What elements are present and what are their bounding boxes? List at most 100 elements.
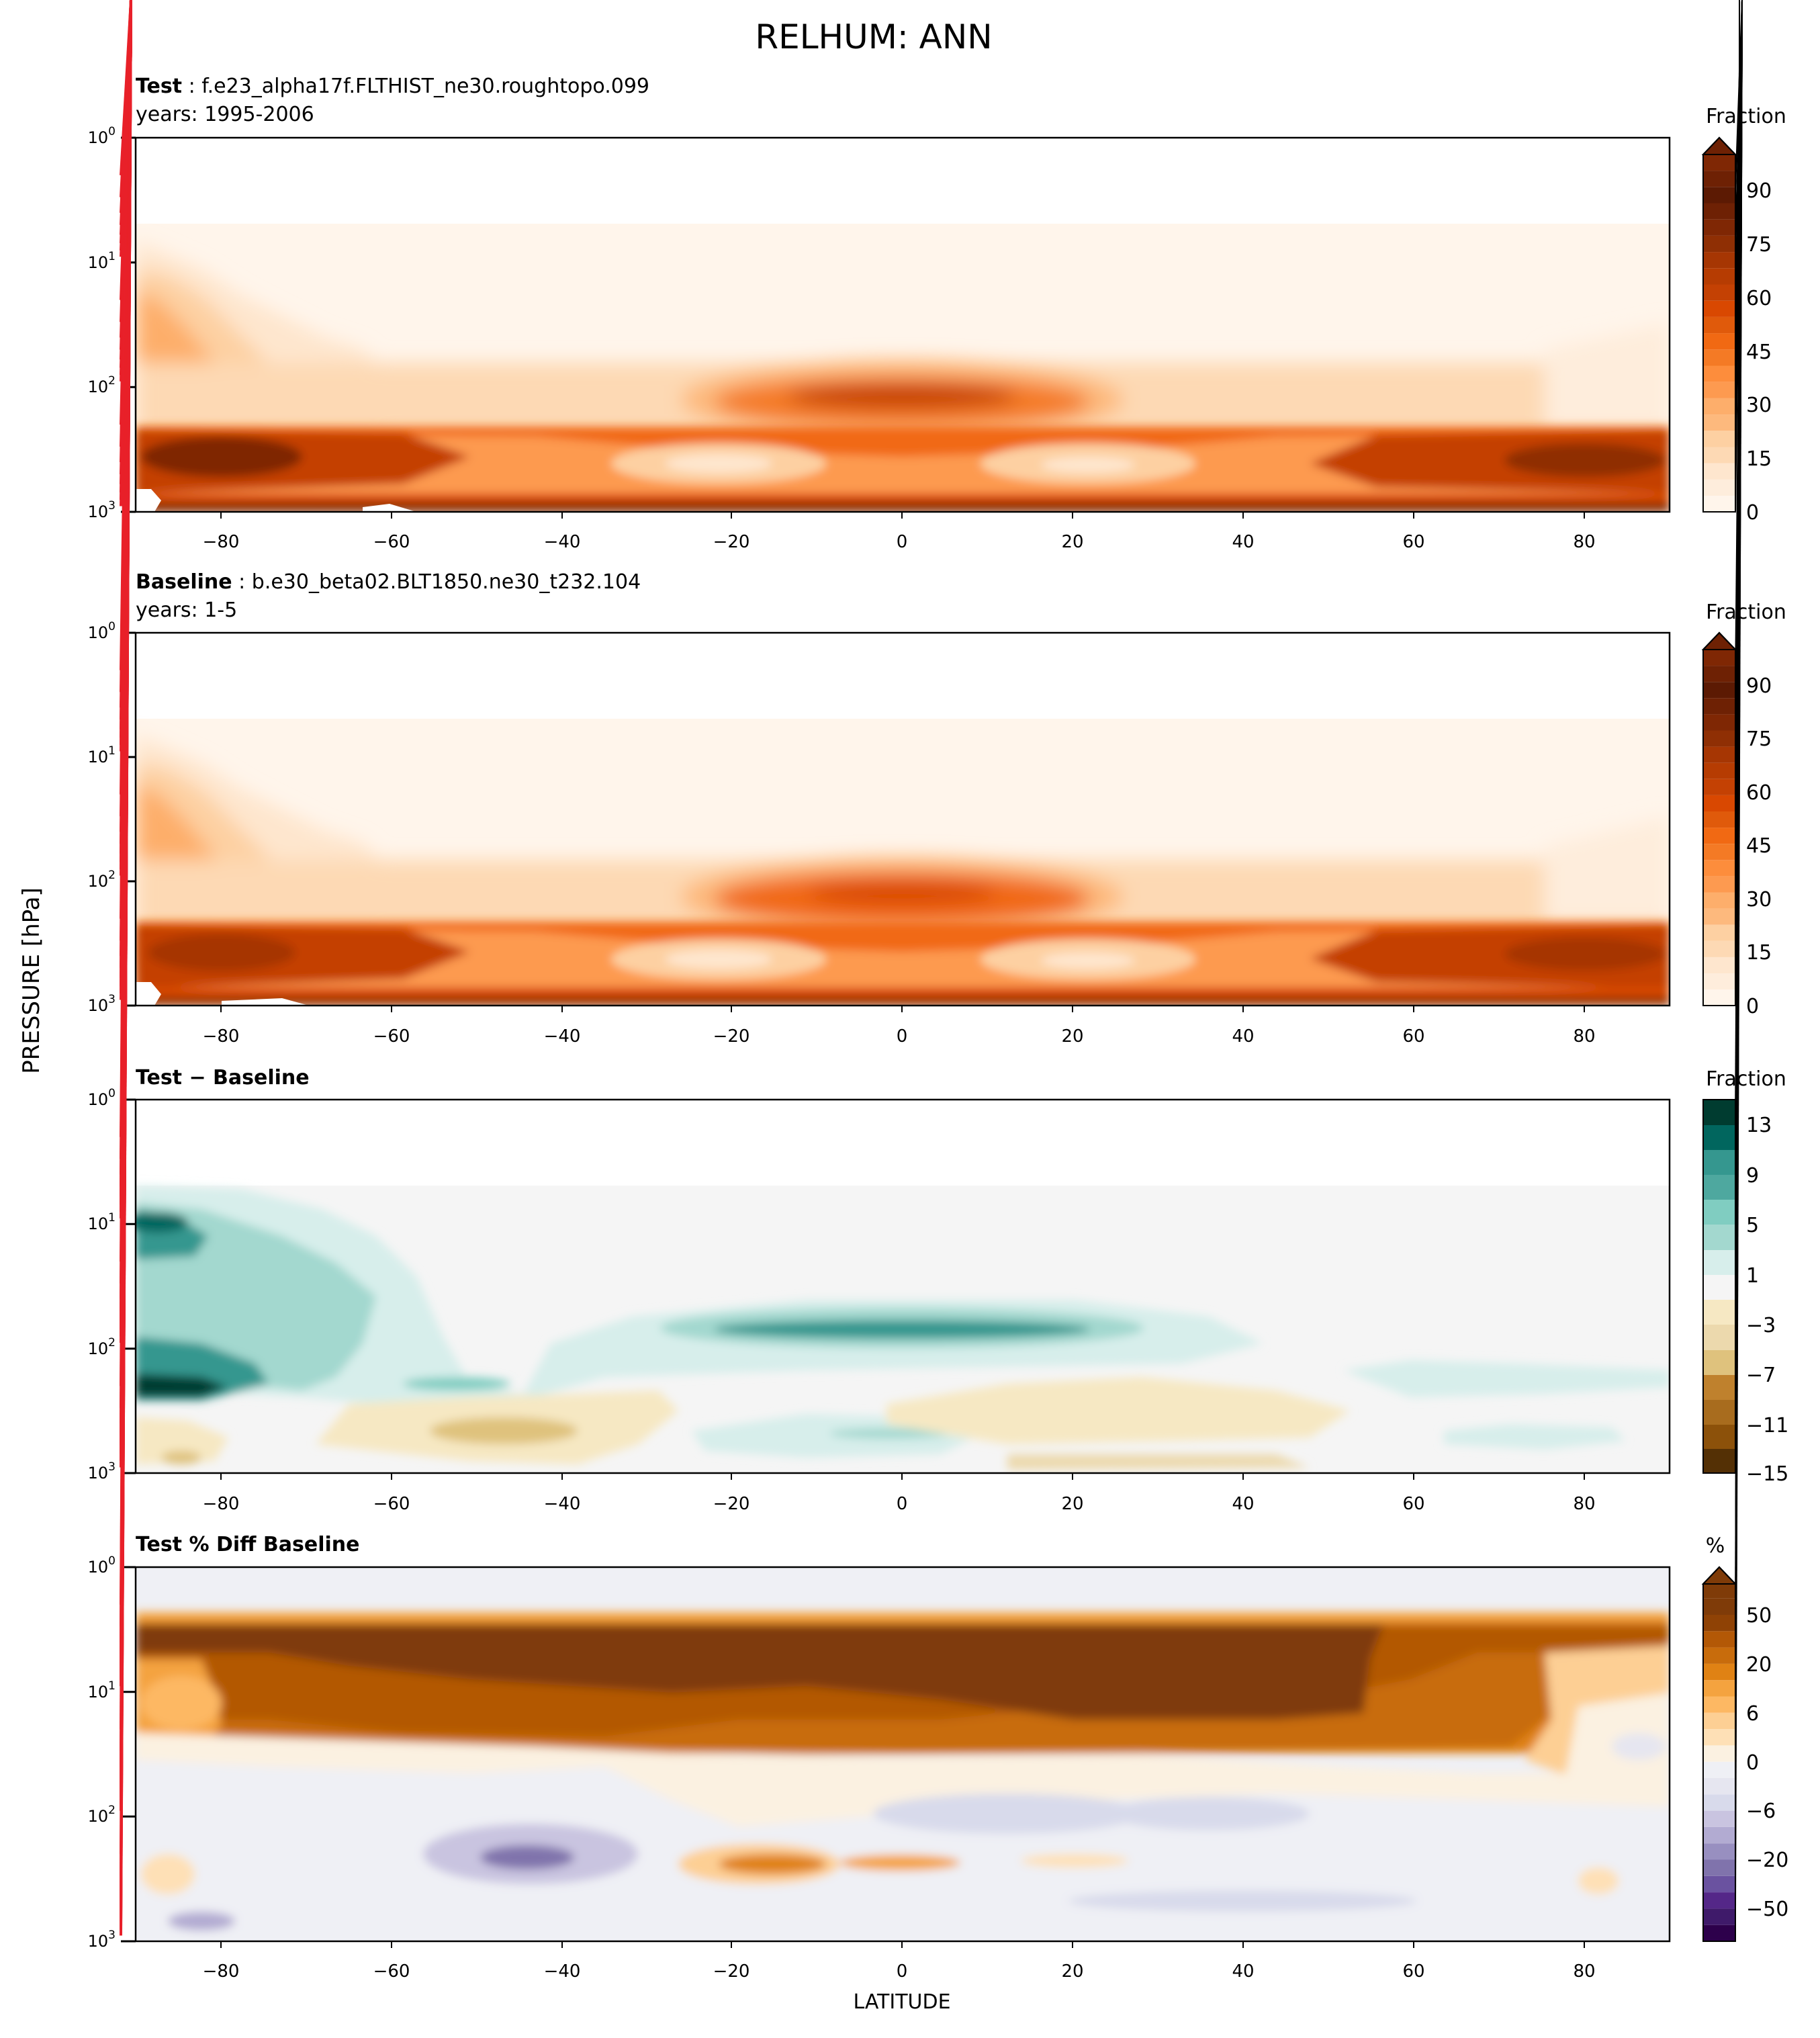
x-tick-label: 80 bbox=[1573, 1961, 1595, 1982]
x-tick-label: −40 bbox=[544, 532, 581, 552]
colorbar-tick: −15 bbox=[1746, 1462, 1788, 1486]
x-tick-label: −20 bbox=[713, 1026, 750, 1047]
x-tick-label: 20 bbox=[1061, 1026, 1083, 1047]
x-tick-label: −40 bbox=[544, 1494, 581, 1514]
x-tick-label: −60 bbox=[373, 532, 410, 552]
colorbar-tick: −11 bbox=[1746, 1414, 1788, 1437]
y-tick-label: 102 bbox=[88, 1336, 116, 1358]
colorbar-tick: 75 bbox=[1746, 727, 1772, 751]
x-tick-label: −20 bbox=[713, 532, 750, 552]
y-tick-base: 10 bbox=[88, 1464, 109, 1482]
y-tick-label: 103 bbox=[88, 1460, 116, 1482]
panel-title: Test − Baseline bbox=[136, 1066, 310, 1090]
y-tick-exponent: 0 bbox=[108, 1087, 116, 1100]
panel-pctdiff: Test % Diff Baseline bbox=[88, 0, 1788, 1982]
y-tick-label: 102 bbox=[88, 374, 116, 396]
y-tick-exponent: 1 bbox=[108, 1211, 116, 1225]
y-minor-ticks bbox=[120, 0, 132, 1936]
colorbar-tick: 6 bbox=[1746, 1702, 1759, 1726]
colorbar-label: % bbox=[1706, 1534, 1725, 1558]
y-tick-label: 101 bbox=[88, 744, 116, 766]
y-tick-base: 10 bbox=[88, 502, 109, 521]
y-tick-label: 101 bbox=[88, 1679, 116, 1701]
colorbar-tick: −3 bbox=[1746, 1314, 1776, 1337]
y-tick-label: 100 bbox=[88, 1087, 116, 1109]
y-tick-label: 102 bbox=[88, 869, 116, 891]
y-tick-label: 102 bbox=[88, 1804, 116, 1826]
figure-title: RELHUM: ANN bbox=[755, 17, 992, 56]
panel-title: Test % Diff Baseline bbox=[136, 1533, 360, 1556]
y-tick-exponent: 3 bbox=[108, 1460, 116, 1474]
x-tick-label: 80 bbox=[1573, 532, 1595, 552]
y-tick-exponent: 2 bbox=[108, 1804, 116, 1817]
colorbar-tick: 15 bbox=[1746, 941, 1772, 965]
colorbar-tick: 75 bbox=[1746, 233, 1772, 257]
y-tick-exponent: 0 bbox=[108, 1554, 116, 1568]
y-tick-exponent: 1 bbox=[108, 250, 116, 263]
y-tick-exponent: 2 bbox=[108, 869, 116, 882]
colorbar-tick: 45 bbox=[1746, 834, 1772, 858]
y-tick-base: 10 bbox=[88, 1090, 109, 1109]
colorbar-tick: 50 bbox=[1746, 1604, 1772, 1628]
colorbar-tick: 15 bbox=[1746, 447, 1772, 471]
y-tick-label: 100 bbox=[88, 1554, 116, 1577]
x-tick-label: 0 bbox=[897, 532, 908, 552]
x-tick-label: 40 bbox=[1232, 532, 1254, 552]
colorbar-bands bbox=[1703, 1100, 1735, 1473]
contour-field bbox=[136, 633, 1670, 1006]
y-tick-label: 101 bbox=[88, 1211, 116, 1233]
colorbar-bands bbox=[1703, 650, 1735, 1006]
x-axis-label: LATITUDE bbox=[853, 1990, 950, 2014]
y-tick-base: 10 bbox=[88, 996, 109, 1015]
colorbar-tick: 0 bbox=[1746, 1751, 1759, 1775]
x-axis: −80 −60 −40 −20 0 20 40 60 80 bbox=[203, 1941, 1596, 1982]
y-tick-exponent: 2 bbox=[108, 1336, 116, 1349]
colorbar-pctdiff: % 50 20 6 0 −6 −20 −50 bbox=[1701, 0, 1788, 1942]
colorbar-diff: Fraction 13 9 5 1 −3 −7 −11 −15 bbox=[1702, 0, 1788, 1486]
x-tick-label: −80 bbox=[203, 1494, 240, 1514]
y-tick-base: 10 bbox=[88, 128, 109, 147]
colorbar-tick: 45 bbox=[1746, 341, 1772, 364]
colorbar-label: Fraction bbox=[1706, 1067, 1786, 1091]
colorbar-extend-arrow bbox=[1701, 1566, 1737, 1585]
x-tick-label: 20 bbox=[1061, 532, 1083, 552]
x-tick-label: −80 bbox=[203, 1961, 240, 1982]
colorbar-tick: 30 bbox=[1746, 888, 1772, 912]
y-tick-label: 103 bbox=[88, 499, 116, 521]
colorbar-tick: 9 bbox=[1746, 1164, 1759, 1188]
y-tick-base: 10 bbox=[88, 1214, 109, 1233]
x-tick-label: −20 bbox=[713, 1494, 750, 1514]
colorbar-tick: −50 bbox=[1746, 1898, 1788, 1921]
colorbar-test: Fraction 90 75 60 45 30 15 0 bbox=[1701, 0, 1786, 525]
y-axis: 100 101 102 103 bbox=[88, 0, 136, 1951]
colorbar-tick: 30 bbox=[1746, 394, 1772, 417]
panel-subtitle: years: 1-5 bbox=[136, 599, 237, 622]
x-tick-label: −20 bbox=[713, 1961, 750, 1982]
y-tick-base: 10 bbox=[88, 378, 109, 396]
y-tick-base: 10 bbox=[88, 1339, 109, 1358]
y-tick-label: 100 bbox=[88, 620, 116, 642]
x-axis: −80 −60 −40 −20 0 20 40 60 80 bbox=[203, 1006, 1596, 1047]
y-tick-base: 10 bbox=[88, 1558, 109, 1577]
panel-test: Test : f.e23_alpha17f.FLTHIST_ne30.rough… bbox=[88, 0, 1786, 552]
x-tick-label: 0 bbox=[897, 1961, 908, 1982]
x-axis: −80 −60 −40 −20 0 20 40 60 80 bbox=[203, 1473, 1596, 1514]
colorbar-tick: 90 bbox=[1746, 674, 1772, 698]
y-tick-label: 101 bbox=[88, 250, 116, 272]
x-tick-label: −60 bbox=[373, 1494, 410, 1514]
x-tick-label: 60 bbox=[1402, 1961, 1424, 1982]
panel-title: Test : f.e23_alpha17f.FLTHIST_ne30.rough… bbox=[136, 75, 649, 98]
colorbar-tick: −6 bbox=[1746, 1800, 1776, 1823]
y-tick-base: 10 bbox=[88, 872, 109, 891]
x-tick-label: 80 bbox=[1573, 1494, 1595, 1514]
colorbar-tick: 60 bbox=[1746, 287, 1772, 310]
x-tick-label: 0 bbox=[897, 1494, 908, 1514]
y-tick-exponent: 0 bbox=[108, 620, 116, 633]
colorbar-tick: 90 bbox=[1746, 179, 1772, 203]
contour-field bbox=[136, 1100, 1670, 1473]
y-tick-base: 10 bbox=[88, 1932, 109, 1951]
x-tick-label: −40 bbox=[544, 1961, 581, 1982]
colorbar-tick: 0 bbox=[1746, 501, 1759, 525]
x-tick-label: 20 bbox=[1061, 1961, 1083, 1982]
y-tick-label: 103 bbox=[88, 1929, 116, 1951]
